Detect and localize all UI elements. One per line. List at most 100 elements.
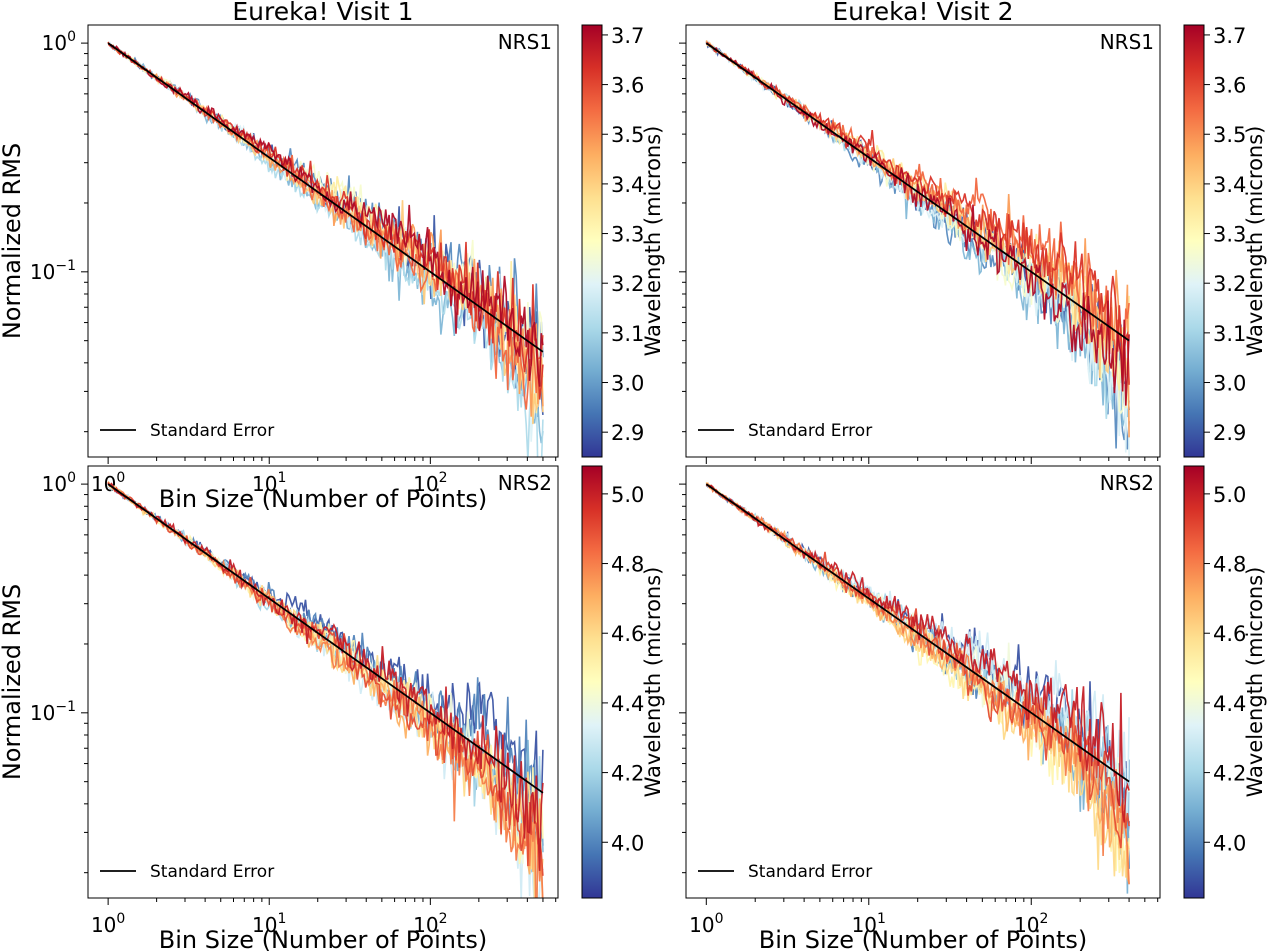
colorbar-tick-label: 3.5: [611, 123, 644, 147]
legend-label: Standard Error: [150, 862, 274, 882]
colorbar-tick-label: 3.0: [1213, 372, 1246, 396]
colorbar-tick-label: 3.2: [611, 272, 644, 296]
series-line: [108, 43, 544, 410]
series-line: [107, 41, 544, 400]
colorbar-tick-label: 5.0: [1213, 483, 1246, 507]
colorbar-tick-label: 4.6: [611, 622, 644, 646]
colorbar-label: Wavelength (microns): [641, 126, 665, 357]
series-line: [705, 482, 1130, 840]
legend-label: Standard Error: [748, 862, 872, 882]
standard-error-line: [107, 483, 544, 794]
x-tick-label: 100: [689, 911, 723, 937]
legend: Standard Error: [100, 421, 274, 441]
colorbar-bar: [1183, 24, 1205, 458]
tick-exponent: 1: [877, 911, 886, 927]
colorbar-tick-label: 4.4: [611, 692, 644, 716]
colorbar-tick-label: 3.4: [1213, 173, 1246, 197]
tick-exponent: 0: [67, 470, 76, 486]
tick-base: 10: [42, 31, 67, 55]
colorbar-2: 2.9 3.0 3.1 3.2 3.3 3.4 3.5 3.6 3.7 Wavelength (m…: [1183, 24, 1267, 458]
series-line: [107, 41, 544, 414]
colorbar-tick-label: 4.2: [1213, 762, 1246, 786]
series-line: [706, 483, 1130, 874]
tick-base: 10: [413, 913, 438, 937]
x-tick-label: 102: [413, 911, 447, 937]
colorbar-4: 4.0 4.2 4.4 4.6 4.8 5.0 Wavelength (microns): [1183, 465, 1267, 899]
tick-base: 10: [30, 260, 55, 284]
series-line: [107, 485, 544, 846]
detector-label: NRS1: [498, 30, 552, 54]
series-line: [107, 42, 544, 417]
colorbar-tick-label: 3.0: [611, 372, 644, 396]
series-line: [706, 484, 1130, 849]
colorbar-tick-label: 3.1: [1213, 322, 1246, 346]
x-tick-label: 102: [1014, 911, 1048, 937]
series-line: [705, 41, 1130, 383]
legend-label: Standard Error: [748, 421, 872, 441]
colorbar-tick-label: 4.0: [1213, 831, 1246, 855]
tick-base: 10: [91, 913, 116, 937]
x-tick-label: 101: [252, 470, 286, 496]
series-line: [705, 482, 1130, 845]
axes-frame: [685, 24, 1161, 458]
colorbar-tick-label: 4.2: [611, 762, 644, 786]
series-line: [706, 483, 1130, 842]
colorbar-tick-label: 2.9: [1213, 421, 1246, 445]
series-group: [107, 481, 544, 898]
x-tick-label: 100: [91, 911, 125, 937]
series-line: [107, 483, 544, 854]
colorbar-tick-label: 4.0: [611, 831, 644, 855]
tick-exponent: −1: [55, 699, 76, 715]
x-axis-label: Bin Size (Number of Points): [159, 485, 488, 513]
series-line: [107, 42, 544, 444]
series-line: [705, 41, 1130, 411]
colorbar-tick-label: 4.6: [1213, 622, 1246, 646]
tick-base: 10: [852, 913, 877, 937]
tick-exponent: 2: [1040, 911, 1049, 927]
series-line: [107, 483, 544, 865]
tick-exponent: 2: [439, 911, 448, 927]
series-group: [107, 41, 544, 457]
colorbar-tick-label: 3.1: [611, 322, 644, 346]
colorbar-tick-label: 2.9: [611, 421, 644, 445]
detector-label: NRS2: [1100, 471, 1154, 495]
y-axis-label: Normalized RMS: [0, 143, 26, 339]
legend: Standard Error: [698, 421, 872, 441]
tick-exponent: 0: [116, 470, 125, 486]
x-tick-label: 102: [413, 470, 447, 496]
legend: Standard Error: [698, 862, 872, 882]
colorbar-tick-label: 3.3: [611, 223, 644, 247]
series-line: [706, 41, 1130, 385]
series-line: [107, 42, 544, 425]
colorbar-tick-label: 3.6: [1213, 74, 1246, 98]
series-line: [705, 41, 1130, 415]
series-group: [705, 40, 1130, 456]
colorbar-3: 4.0 4.2 4.4 4.6 4.8 5.0 Wavelength (microns): [581, 465, 665, 899]
detector-label: NRS1: [1100, 30, 1154, 54]
y-tick-label: 10−1: [30, 699, 76, 725]
series-line: [107, 485, 544, 864]
tick-base: 10: [413, 472, 438, 496]
panel-title: Eureka! Visit 2: [832, 0, 1013, 26]
x-axis-label: Bin Size (Number of Points): [759, 926, 1088, 951]
series-line: [107, 482, 544, 871]
axes-frame: [87, 465, 559, 899]
tick-base: 10: [1014, 913, 1039, 937]
series-line: [107, 41, 544, 442]
series-line: [706, 44, 1130, 409]
standard-error-line: [705, 483, 1130, 783]
axes-frame: [87, 24, 559, 458]
tick-base: 10: [252, 913, 277, 937]
series-line: [706, 42, 1130, 456]
tick-exponent: 1: [278, 911, 287, 927]
colorbar-tick-label: 3.4: [611, 173, 644, 197]
series-line: [107, 42, 544, 457]
colorbar-tick-label: 4.8: [611, 553, 644, 577]
colorbar-tick-label: 3.5: [1213, 123, 1246, 147]
colorbar-tick-label: 3.6: [611, 74, 644, 98]
colorbar-label: Wavelength (microns): [1243, 126, 1267, 357]
y-axis-label: Normalized RMS: [0, 584, 26, 780]
